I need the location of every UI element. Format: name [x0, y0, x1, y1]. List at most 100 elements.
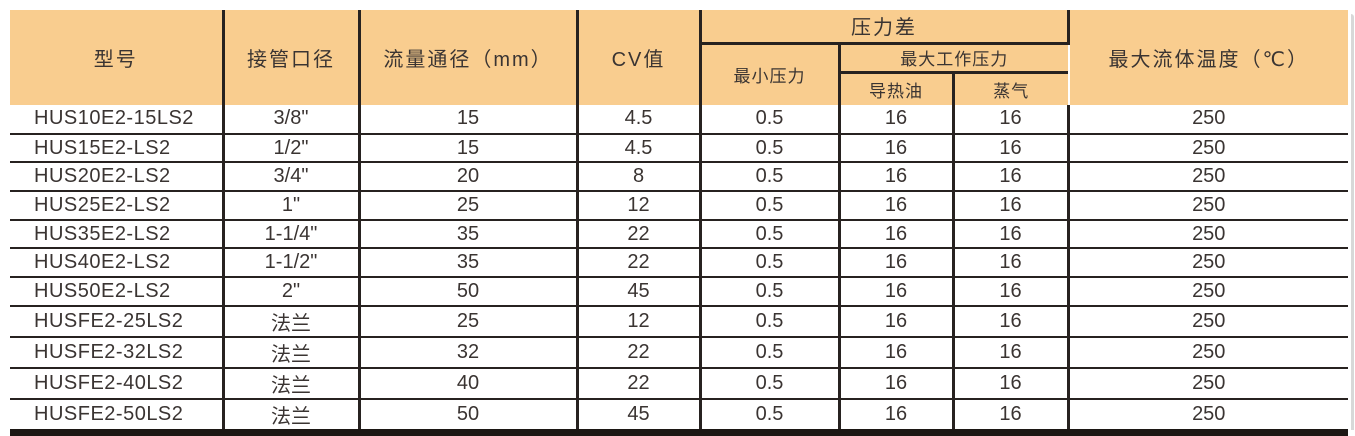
table-cell-steam: 16 — [953, 336, 1070, 368]
table-cell-thermal-oil: 16 — [839, 248, 955, 278]
table-cell-flow-diameter: 32 — [359, 336, 579, 368]
col-header-max-working-pressure: 最大工作压力 — [839, 43, 1068, 74]
table-cell-thermal-oil: 16 — [839, 367, 955, 399]
table-cell-steam: 16 — [953, 162, 1070, 192]
spec-table-body: HUS10E2-15LS2 3/8" 15 4.5 0.5 16 16 250 HUS15E2-… — [10, 105, 1348, 433]
table-cell-cv-value: 22 — [577, 367, 702, 399]
table-cell-flow-diameter: 35 — [359, 219, 579, 249]
table-cell-pipe-bore: 法兰 — [223, 305, 361, 337]
table-cell-flow-diameter: 50 — [359, 277, 579, 306]
table-row: HUSFE2-25LS2 法兰 25 12 0.5 16 16 250 — [10, 305, 1348, 337]
table-cell-flow-diameter: 35 — [359, 248, 579, 278]
table-row: HUS15E2-LS2 1/2" 15 4.5 0.5 16 16 250 — [10, 133, 1348, 163]
table-cell-model: HUS20E2-LS2 — [10, 162, 225, 192]
table-row: HUSFE2-40LS2 法兰 40 22 0.5 16 16 250 — [10, 367, 1348, 399]
table-cell-thermal-oil: 16 — [839, 277, 955, 306]
table-cell-steam: 16 — [953, 367, 1070, 399]
table-cell-min-pressure: 0.5 — [700, 219, 841, 249]
table-cell-flow-diameter: 25 — [359, 191, 579, 220]
table-row: HUS40E2-LS2 1-1/2" 35 22 0.5 16 16 250 — [10, 248, 1348, 278]
table-cell-pipe-bore: 法兰 — [223, 367, 361, 399]
table-cell-steam: 16 — [953, 277, 1070, 306]
table-cell-model: HUS15E2-LS2 — [10, 133, 225, 163]
table-cell-min-pressure: 0.5 — [700, 133, 841, 163]
col-header-min-pressure: 最小压力 — [700, 43, 841, 105]
table-cell-cv-value: 22 — [577, 336, 702, 368]
table-cell-flow-diameter: 20 — [359, 162, 579, 192]
col-header-pipe-bore: 接管口径 — [223, 10, 361, 105]
table-cell-pipe-bore: 法兰 — [223, 336, 361, 368]
spec-table-header: 型号 接管口径 流量通径（mm） CV值 压力差 最大流体温度（℃） 最小压力 … — [10, 10, 1348, 105]
table-row: HUS35E2-LS2 1-1/4" 35 22 0.5 16 16 250 — [10, 219, 1348, 249]
table-row: HUSFE2-32LS2 法兰 32 22 0.5 16 16 250 — [10, 336, 1348, 368]
table-cell-flow-diameter: 15 — [359, 133, 579, 163]
table-cell-max-fluid-temp: 250 — [1192, 136, 1226, 159]
table-cell-cv-value: 45 — [577, 277, 702, 306]
table-cell-thermal-oil: 16 — [839, 105, 955, 134]
table-cell-max-fluid-temp: 250 — [1192, 402, 1226, 425]
table-cell-cv-value: 12 — [577, 305, 702, 337]
table-cell-min-pressure: 0.5 — [700, 398, 841, 433]
table-cell-pipe-bore: 1/2" — [223, 133, 361, 163]
table-cell-max-fluid-temp: 250 — [1192, 193, 1226, 216]
table-cell-flow-diameter: 25 — [359, 305, 579, 337]
table-cell-cv-value: 4.5 — [577, 133, 702, 163]
table-cell-thermal-oil: 16 — [839, 336, 955, 368]
table-cell-pipe-bore: 1-1/2" — [223, 248, 361, 278]
table-cell-max-fluid-temp: 250 — [1192, 251, 1226, 274]
spec-table: 型号 接管口径 流量通径（mm） CV值 压力差 最大流体温度（℃） 最小压力 … — [10, 10, 1348, 436]
table-cell-pipe-bore: 1-1/4" — [223, 219, 361, 249]
table-cell-steam: 16 — [953, 191, 1070, 220]
col-header-pressure-diff: 压力差 — [700, 10, 1070, 45]
table-row: HUSFE2-50LS2 法兰 50 45 0.5 16 16 250 — [10, 398, 1348, 433]
table-cell-thermal-oil: 16 — [839, 162, 955, 192]
table-cell-max-fluid-temp: 250 — [1192, 279, 1226, 302]
table-cell-thermal-oil: 16 — [839, 133, 955, 163]
table-cell-flow-diameter: 15 — [359, 105, 579, 134]
table-row: HUS10E2-15LS2 3/8" 15 4.5 0.5 16 16 250 — [10, 105, 1348, 134]
table-cell-min-pressure: 0.5 — [700, 367, 841, 399]
table-cell-model: HUS50E2-LS2 — [10, 277, 225, 306]
table-cell-pipe-bore: 3/8" — [223, 105, 361, 134]
table-cell-min-pressure: 0.5 — [700, 191, 841, 220]
header-row-3: 导热油 蒸气 — [10, 72, 1348, 105]
table-cell-cv-value: 22 — [577, 219, 702, 249]
table-cell-max-fluid-temp: 250 — [1192, 371, 1226, 394]
table-cell-max-fluid-temp: 250 — [1192, 222, 1226, 245]
table-cell-pipe-bore: 法兰 — [223, 398, 361, 433]
table-row: HUS25E2-LS2 1" 25 12 0.5 16 16 250 — [10, 191, 1348, 220]
table-cell-pipe-bore: 2" — [223, 277, 361, 306]
table-cell-flow-diameter: 40 — [359, 367, 579, 399]
table-cell-model: HUSFE2-32LS2 — [10, 336, 225, 368]
table-cell-model: HUS40E2-LS2 — [10, 248, 225, 278]
table-row: HUS20E2-LS2 3/4" 20 8 0.5 16 16 250 — [10, 162, 1348, 192]
table-cell-thermal-oil: 16 — [839, 191, 955, 220]
table-cell-thermal-oil: 16 — [839, 305, 955, 337]
table-cell-max-fluid-temp: 250 — [1192, 309, 1226, 332]
col-header-model: 型号 — [10, 10, 225, 105]
table-cell-min-pressure: 0.5 — [700, 248, 841, 278]
page-edge-artifact — [1351, 14, 1354, 430]
table-row: HUS50E2-LS2 2" 50 45 0.5 16 16 250 — [10, 277, 1348, 306]
table-cell-pipe-bore: 1" — [223, 191, 361, 220]
table-cell-min-pressure: 0.5 — [700, 277, 841, 306]
table-cell-steam: 16 — [953, 398, 1070, 433]
table-cell-min-pressure: 0.5 — [700, 305, 841, 337]
table-cell-cv-value: 8 — [577, 162, 702, 192]
table-cell-steam: 16 — [953, 105, 1070, 134]
table-cell-model: HUSFE2-40LS2 — [10, 367, 225, 399]
table-cell-steam: 16 — [953, 248, 1070, 278]
table-cell-max-fluid-temp: 250 — [1192, 165, 1226, 188]
header-row-2: 最小压力 最大工作压力 — [10, 43, 1348, 105]
col-header-max-fluid-temp: 最大流体温度（℃） — [1068, 10, 1348, 105]
table-cell-min-pressure: 0.5 — [700, 105, 841, 134]
table-cell-steam: 16 — [953, 133, 1070, 163]
table-cell-steam: 16 — [953, 305, 1070, 337]
table-cell-model: HUS10E2-15LS2 — [10, 105, 225, 134]
table-cell-model: HUSFE2-25LS2 — [10, 305, 225, 337]
table-cell-min-pressure: 0.5 — [700, 336, 841, 368]
table-cell-cv-value: 45 — [577, 398, 702, 433]
table-cell-max-fluid-temp: 250 — [1192, 340, 1226, 363]
col-header-flow-diameter: 流量通径（mm） — [359, 10, 579, 105]
col-header-thermal-oil: 导热油 — [839, 72, 955, 105]
